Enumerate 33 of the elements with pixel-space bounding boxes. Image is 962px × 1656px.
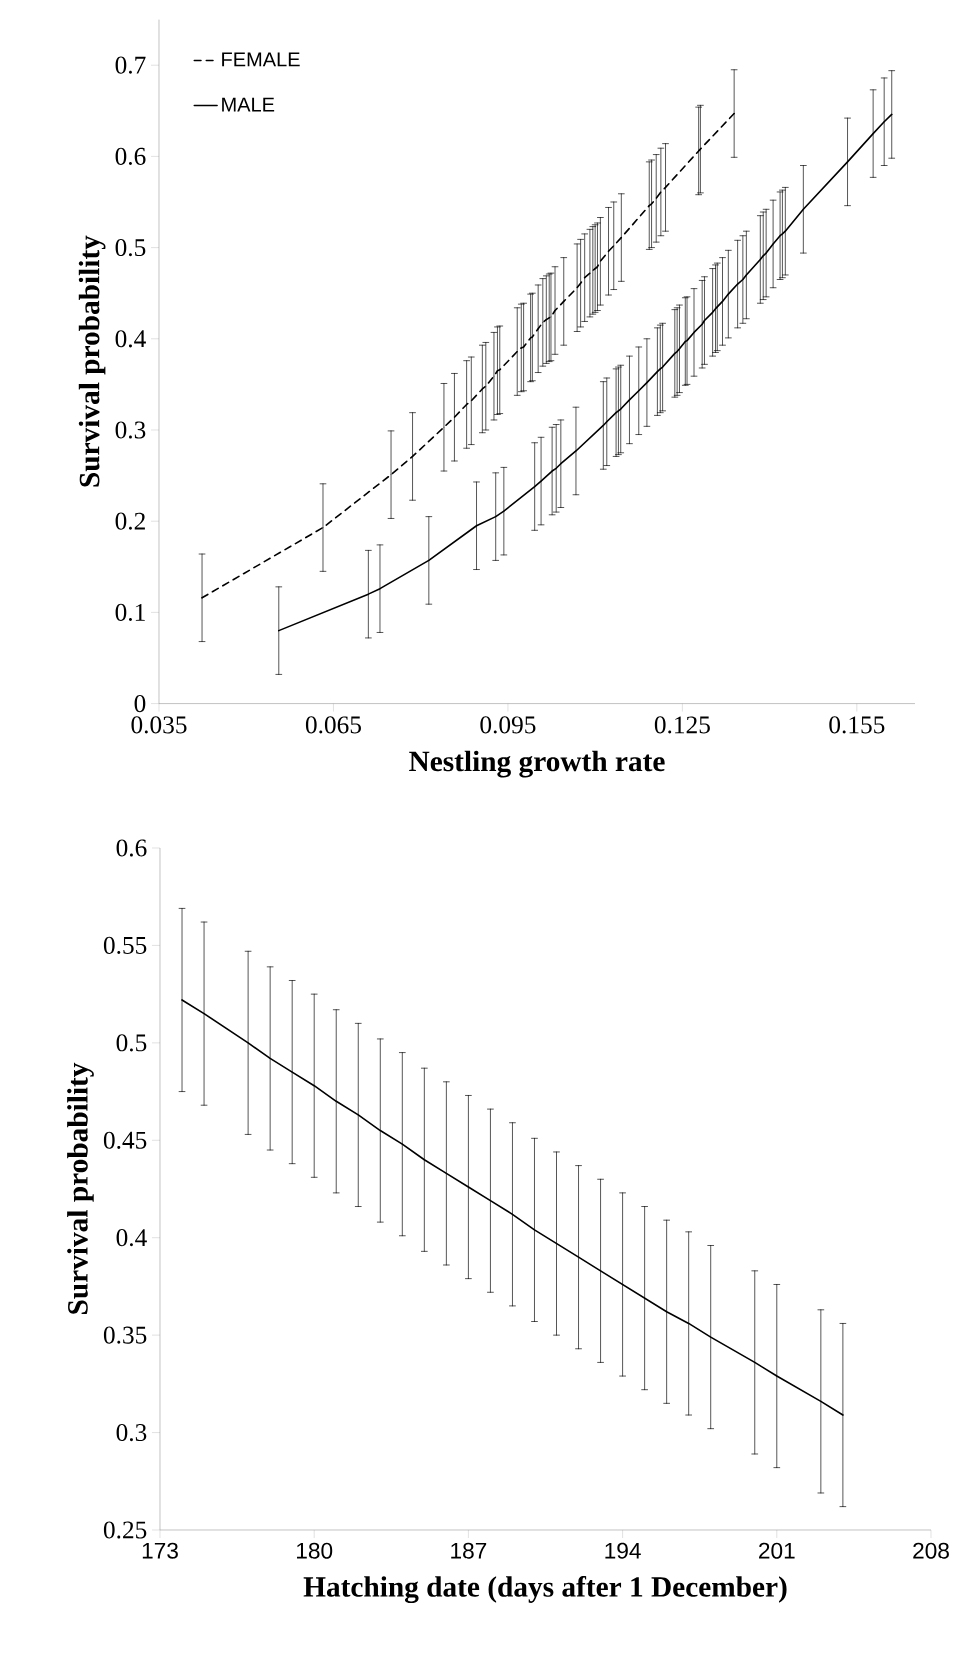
x-tick-label: 0.035 — [131, 716, 187, 734]
x-tick-label: 187 — [451, 1542, 487, 1559]
y-tick-label: 0.5 — [116, 1034, 147, 1052]
x-tick-label: 0.095 — [480, 716, 536, 734]
y-tick-label: 0.3 — [116, 1423, 147, 1442]
legend-label: FEMALE — [222, 52, 300, 67]
x-tick-label: 173 — [142, 1542, 178, 1559]
y-tick-label: 0.5 — [115, 239, 146, 257]
y-tick-label: 0.25 — [103, 1521, 147, 1539]
y-tick-label: 0.2 — [115, 512, 145, 530]
y-tick-label: 0.55 — [103, 936, 147, 955]
x-axis-title: Nestling growth rate — [409, 750, 665, 778]
x-tick-label: 194 — [605, 1542, 641, 1559]
y-tick-label: 0.3 — [115, 421, 146, 439]
x-tick-label: 0.155 — [829, 716, 885, 734]
y-tick-label: 0.4 — [116, 1229, 147, 1247]
y-axis-title: Survival probability — [78, 235, 106, 487]
y-tick-label: 0.4 — [115, 330, 146, 348]
y-tick-label: 0.7 — [115, 56, 146, 74]
x-tick-label: 0.065 — [305, 716, 361, 734]
legend-label: MALE — [222, 97, 275, 112]
x-axis-title: Hatching date (days after 1 December) — [303, 1575, 787, 1604]
y-tick-label: 0.35 — [103, 1326, 147, 1344]
y-tick-label: 0.6 — [115, 147, 146, 165]
x-tick-label: 0.125 — [654, 716, 710, 734]
x-tick-label: 208 — [913, 1542, 949, 1559]
y-tick-label: 0.6 — [116, 839, 147, 857]
y-tick-label: 0 — [134, 695, 146, 713]
x-tick-label: 201 — [759, 1542, 795, 1559]
y-tick-label: 0.45 — [103, 1131, 147, 1149]
x-tick-label: 180 — [297, 1542, 333, 1559]
y-tick-label: 0.1 — [115, 603, 145, 621]
y-axis-title: Survival probability — [67, 1062, 94, 1314]
